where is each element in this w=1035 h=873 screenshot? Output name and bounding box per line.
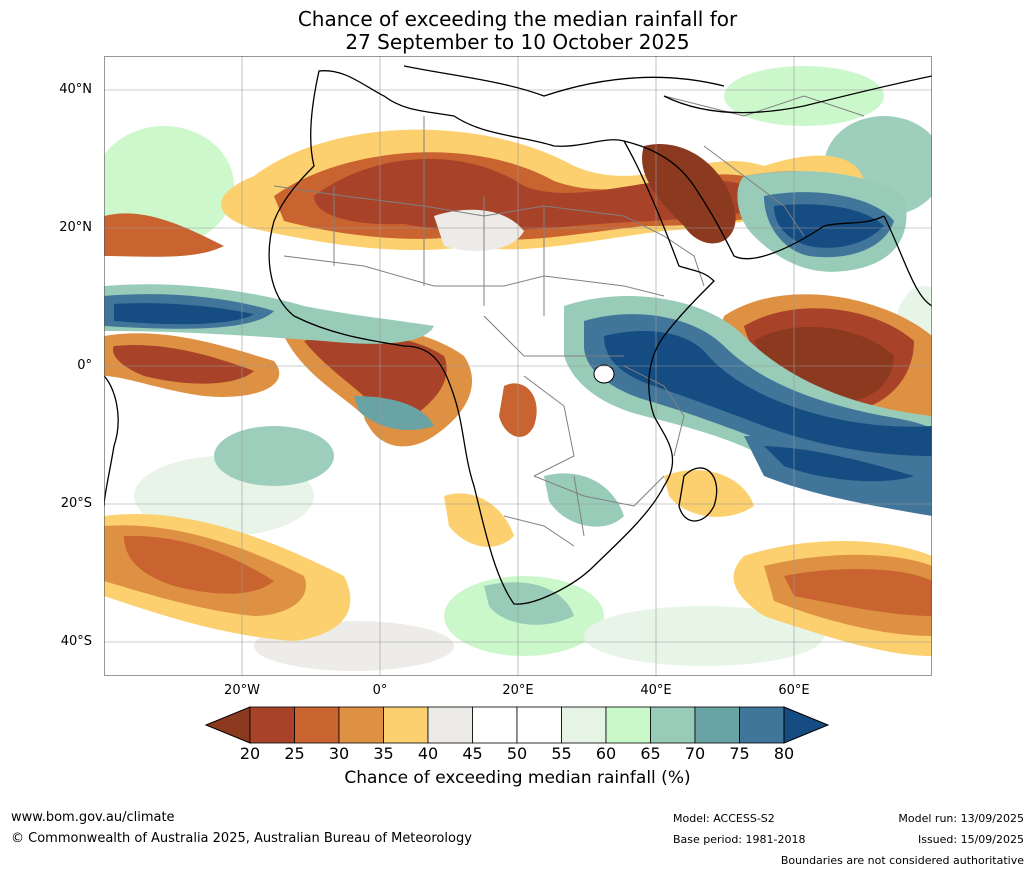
footer-issued: Issued: 15/09/2025 [917, 833, 1024, 846]
colorbar-tick-label: 35 [373, 744, 394, 763]
lon-label-60e: 60°E [778, 683, 810, 698]
footer-copyright: © Commonwealth of Australia 2025, Austra… [11, 831, 472, 846]
lon-label-20w: 20°W [224, 683, 260, 698]
colorbar-segment [338, 706, 384, 744]
colorbar-tick-label: 25 [284, 744, 305, 763]
footer-base-period: Base period: 1981-2018 [673, 833, 806, 846]
lat-label-20s: 20°S [60, 496, 92, 511]
lat-label-0: 0° [77, 358, 92, 373]
colorbar-tick-label: 50 [506, 744, 528, 763]
map-title: Chance of exceeding the median rainfall … [0, 8, 1035, 54]
colorbar-extend-low [204, 706, 251, 744]
lon-label-20e: 20°E [502, 683, 534, 698]
rainfall-map [104, 56, 932, 676]
colorbar-tick-label: 30 [328, 744, 350, 763]
colorbar-tick-label: 20 [239, 744, 261, 763]
title-line-1: Chance of exceeding the median rainfall … [297, 7, 738, 31]
footer-model: Model: ACCESS-S2 [673, 812, 775, 825]
colorbar-tick-label: 75 [729, 744, 750, 763]
footer-boundaries-note: Boundaries are not considered authoritat… [780, 854, 1024, 867]
lon-label-0: 0° [372, 683, 388, 698]
colorbar-segment [427, 706, 473, 744]
footer-website[interactable]: www.bom.gov.au/climate [11, 810, 175, 825]
colorbar-segment [516, 706, 562, 744]
colorbar-segment [605, 706, 651, 744]
colorbar-tick-label: 40 [417, 744, 439, 763]
coastlines [104, 65, 932, 605]
colorbar-tick-label: 60 [595, 744, 617, 763]
colorbar-tick-label: 45 [462, 744, 483, 763]
lake-victoria [593, 364, 615, 384]
colorbar-segment [249, 706, 295, 744]
colorbar-segment [383, 706, 429, 744]
colorbar-segment [739, 706, 785, 744]
graticule [104, 56, 932, 676]
colorbar [204, 706, 830, 744]
country-boundaries [273, 95, 865, 547]
lon-label-40e: 40°E [640, 683, 672, 698]
colorbar-segment [472, 706, 518, 744]
colorbar-segment [561, 706, 607, 744]
colorbar-tick-label: 80 [773, 744, 795, 763]
colorbar-segments [204, 706, 830, 744]
colorbar-label: Chance of exceeding median rainfall (%) [344, 768, 691, 788]
colorbar-extend-high [783, 706, 830, 744]
lat-label-40s: 40°S [60, 634, 92, 649]
colorbar-segment [694, 706, 740, 744]
colorbar-tick-label: 55 [551, 744, 572, 763]
colorbar-tick-label: 65 [640, 744, 661, 763]
title-line-2: 27 September to 10 October 2025 [345, 30, 690, 54]
lat-label-20n: 20°N [59, 220, 92, 235]
colorbar-segment [650, 706, 696, 744]
map-frame [104, 56, 932, 676]
lat-label-40n: 40°N [59, 82, 92, 97]
colorbar-segment [294, 706, 340, 744]
colorbar-tick-label: 70 [684, 744, 706, 763]
footer-model-run: Model run: 13/09/2025 [898, 812, 1024, 825]
